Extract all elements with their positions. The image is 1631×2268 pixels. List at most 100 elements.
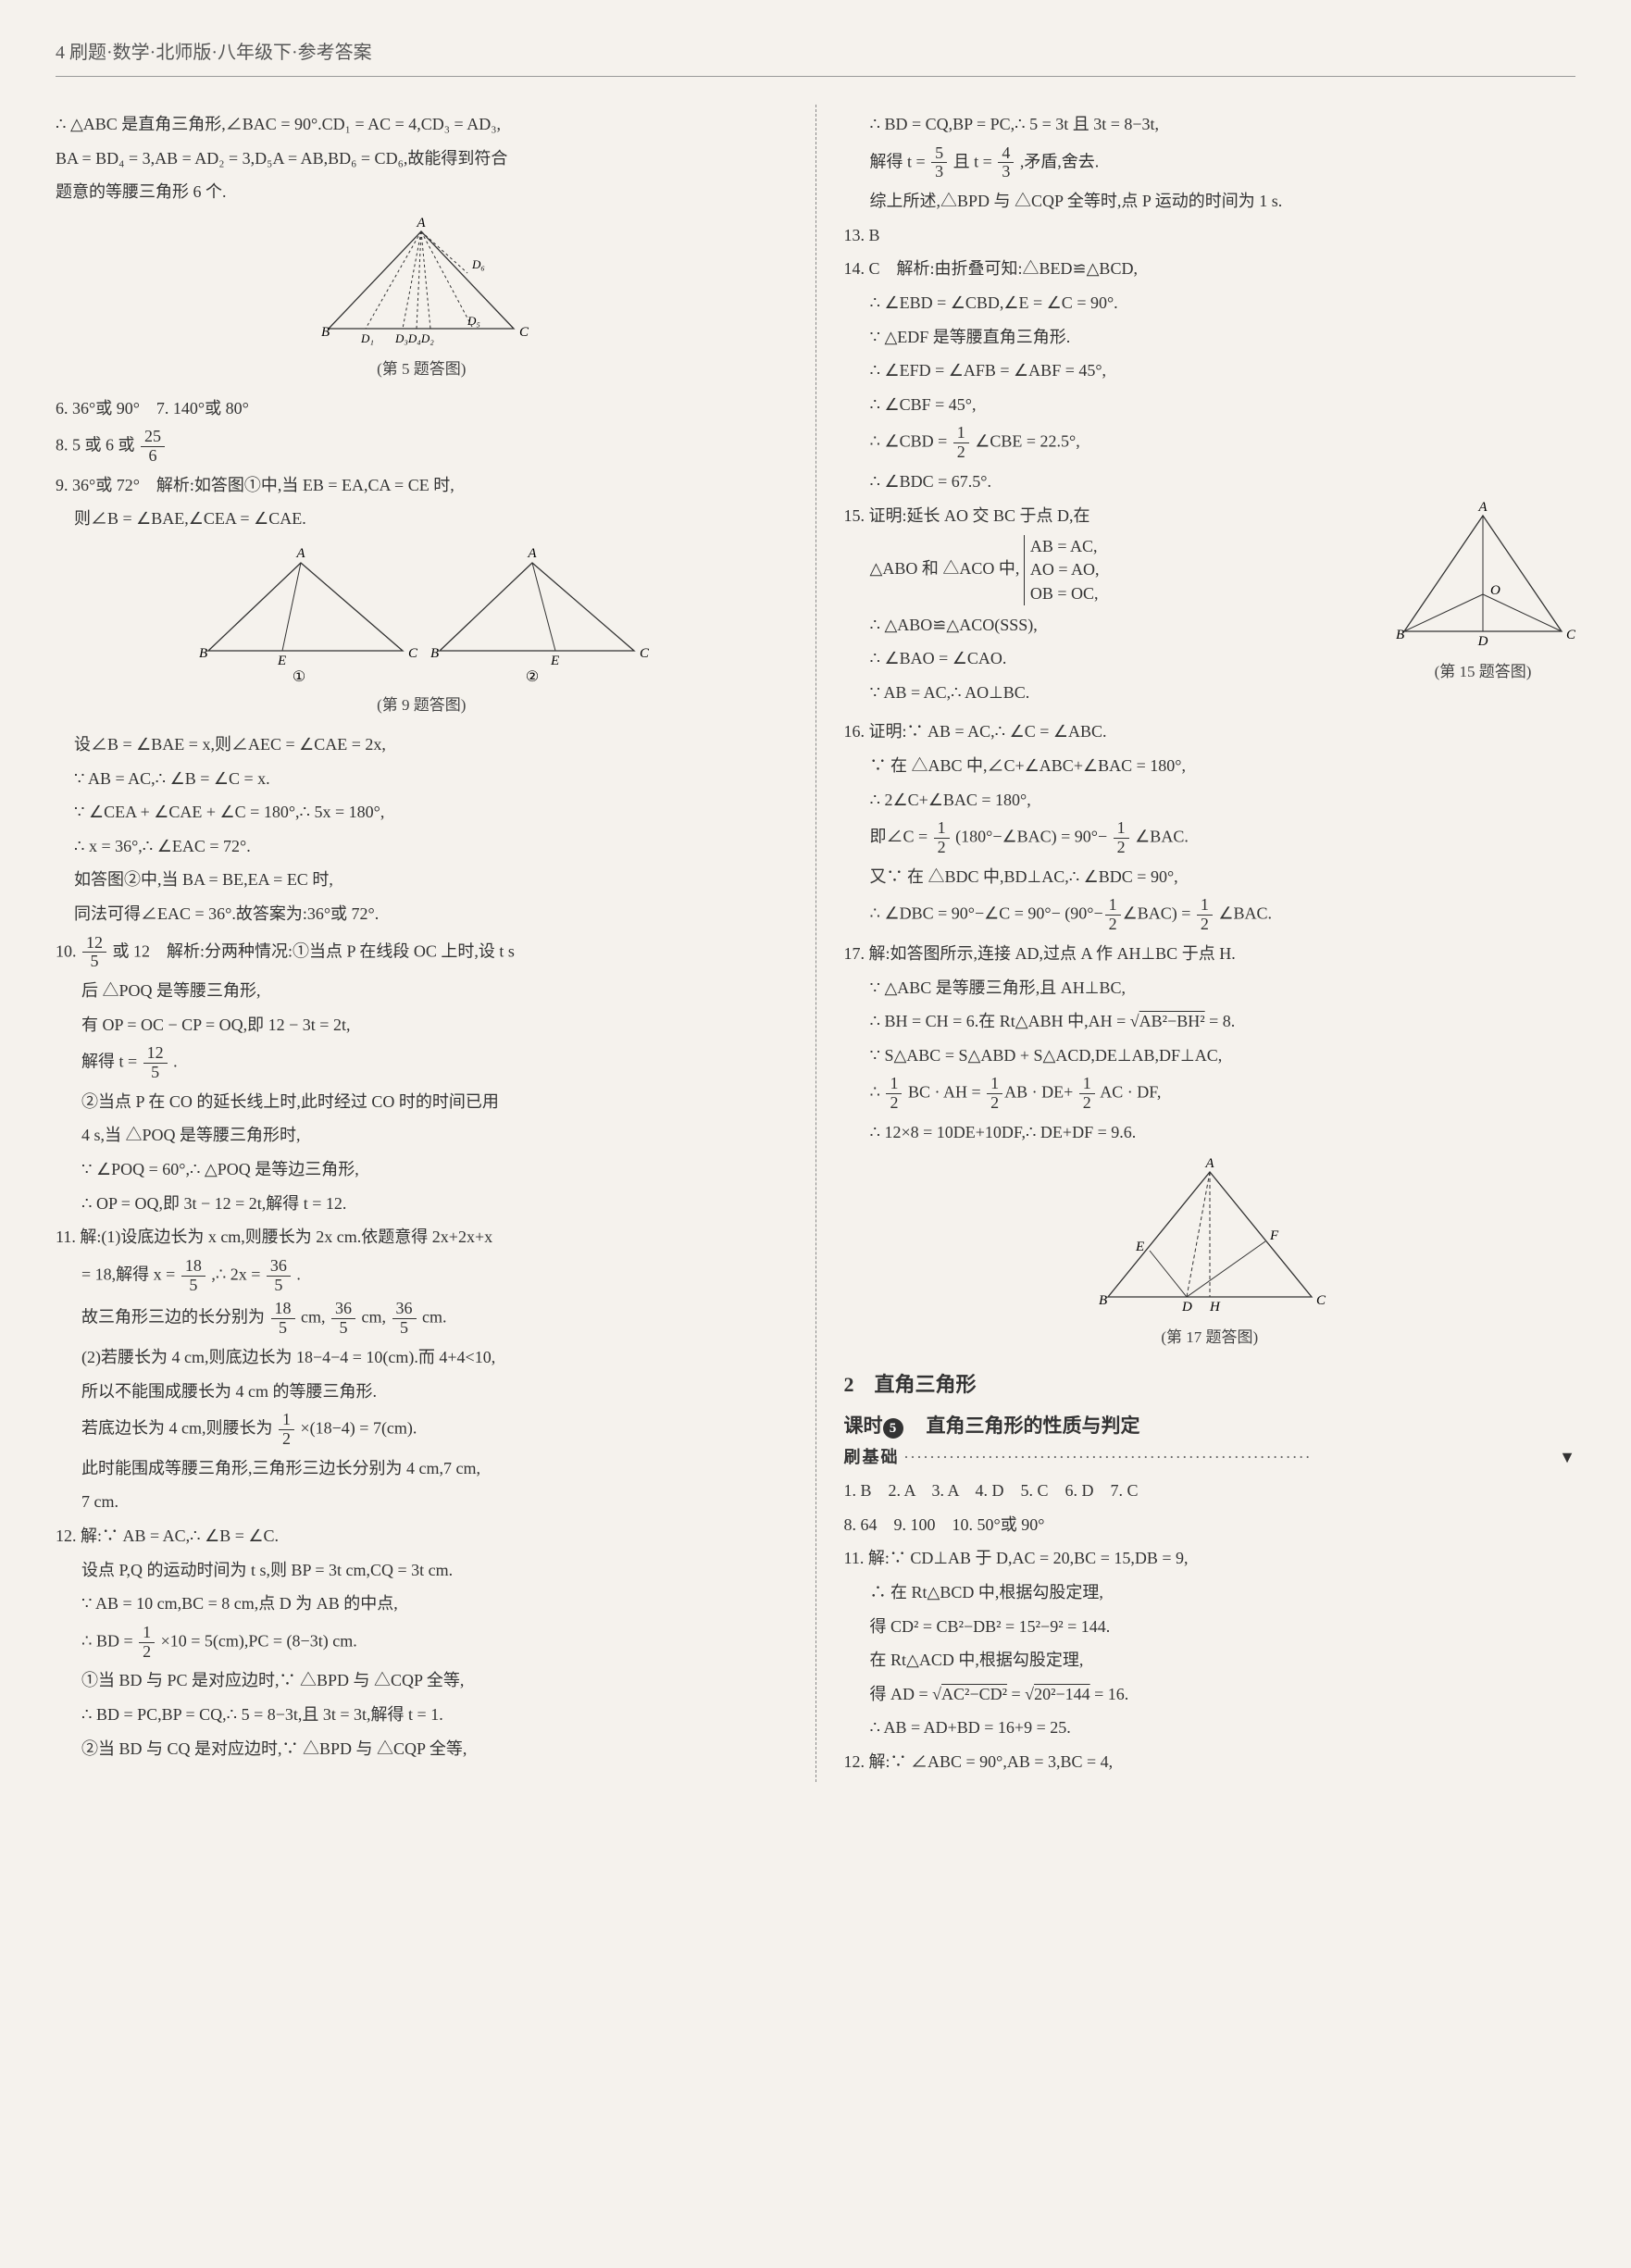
left-column: ∴ △ABC 是直角三角形,∠BAC = 90°.CD₁ = AC = 4,CD…: [56, 105, 788, 1782]
svg-text:C: C: [408, 646, 418, 661]
text: ∴ x = 36°,∴ ∠EAC = 72°.: [56, 832, 788, 861]
text: ∵ AB = AC,∴ ∠B = ∠C = x.: [56, 765, 788, 793]
basics-12: 12. 解:∵ ∠ABC = 90°,AB = 3,BC = 4,: [844, 1748, 1576, 1776]
answer-8: 8. 5 或 6 或 256: [56, 428, 788, 466]
text: 8. 5 或 6 或: [56, 436, 135, 455]
text: 此时能围成等腰三角形,三角形三边长分别为 4 cm,7 cm,: [56, 1454, 788, 1483]
svg-text:B: B: [321, 325, 330, 340]
text: ∴ 2∠C+∠BAC = 180°,: [844, 786, 1576, 815]
figure-5-caption: (第 5 题答图): [56, 356, 788, 383]
svg-text:A: A: [1204, 1158, 1214, 1171]
text: 设∠B = ∠BAE = x,则∠AEC = ∠CAE = 2x,: [56, 730, 788, 759]
text: 解得 t = 125 .: [56, 1044, 788, 1082]
text: BA = BD₄ = 3,AB = AD₂ = 3,D₅A = AB,BD₆ =…: [56, 144, 788, 173]
text: 若底边长为 4 cm,则腰长为 12 ×(18−4) = 7(cm).: [56, 1411, 788, 1449]
fraction: 125: [82, 934, 106, 972]
svg-text:E: E: [277, 654, 286, 668]
figure-17: A B C D H E F (第 17 题答图): [844, 1158, 1576, 1352]
svg-text:H: H: [1209, 1300, 1221, 1315]
question-15-block: A B C O D (第 15 题答图) 15. 证明:延长 AO 交 BC 于…: [844, 502, 1576, 713]
text: 后 △POQ 是等腰三角形,: [56, 977, 788, 1005]
text: ∴ 12×8 = 10DE+10DF,∴ DE+DF = 9.6.: [844, 1118, 1576, 1147]
text: ①当 BD 与 PC 是对应边时,∵ △BPD 与 △CQP 全等,: [56, 1666, 788, 1695]
text: 所以不能围成腰长为 4 cm 的等腰三角形.: [56, 1377, 788, 1406]
text: ∴ ∠CBF = 45°,: [844, 391, 1576, 419]
cases-bracket: AB = AC, AO = AO, OB = OC,: [1024, 535, 1100, 605]
text: 又∵ 在 △BDC 中,BD⊥AC,∴ ∠BDC = 90°,: [844, 863, 1576, 891]
answer-12: 12. 解:∵ AB = AC,∴ ∠B = ∠C.: [56, 1522, 788, 1551]
text: ∴ BD = PC,BP = CQ,∴ 5 = 8−3t,且 3t = 3t,解…: [56, 1701, 788, 1729]
answer-16: 16. 证明:∵ AB = AC,∴ ∠C = ∠ABC.: [844, 717, 1576, 746]
svg-text:C: C: [1316, 1293, 1326, 1308]
text: ∵ △EDF 是等腰直角三角形.: [844, 323, 1576, 352]
answer-11: 11. 解:(1)设底边长为 x cm,则腰长为 2x cm.依题意得 2x+2…: [56, 1223, 788, 1252]
shua-label: 刷基础: [844, 1448, 900, 1466]
answer-13: 13. B: [844, 221, 1576, 250]
svg-text:①: ①: [293, 669, 305, 685]
svg-text:D: D: [1477, 634, 1488, 649]
text: ∵ △ABC 是等腰三角形,且 AH⊥BC,: [844, 974, 1576, 1003]
svg-text:C: C: [519, 325, 529, 340]
figure-9-caption: (第 9 题答图): [56, 692, 788, 719]
svg-text:O: O: [1490, 583, 1500, 598]
figure-9: A B C E ① A B C E ② (第 9 题答图): [56, 544, 788, 719]
svg-text:C: C: [640, 646, 650, 661]
svg-text:D₆: D₆: [471, 257, 485, 271]
text: ∵ 在 △ABC 中,∠C+∠ABC+∠BAC = 180°,: [844, 752, 1576, 780]
text: 即∠C = 12 (180°−∠BAC) = 90°− 12 ∠BAC.: [844, 819, 1576, 857]
fraction: 256: [141, 428, 165, 466]
text: 有 OP = OC − CP = OQ,即 12 − 3t = 2t,: [56, 1011, 788, 1040]
text: 得 AD = √AC²−CD² = √20²−144 = 16.: [844, 1680, 1576, 1709]
text: ∴ △ABC 是直角三角形,∠BAC = 90°.CD₁ = AC = 4,CD…: [56, 110, 788, 139]
text: 则∠B = ∠BAE,∠CEA = ∠CAE.: [56, 505, 788, 533]
figure-15: A B C O D (第 15 题答图): [1390, 502, 1575, 686]
page-header: 4 刷题·数学·北师版·八年级下·参考答案: [56, 37, 1575, 77]
shua-basics-row: 刷基础 ▼: [844, 1443, 1576, 1472]
figure-15-caption: (第 15 题答图): [1390, 659, 1575, 686]
right-column: ∴ BD = CQ,BP = PC,∴ 5 = 3t 且 3t = 8−3t, …: [816, 105, 1576, 1782]
svg-text:B: B: [430, 646, 439, 661]
text: 题意的等腰三角形 6 个.: [56, 178, 788, 206]
text: 设点 P,Q 的运动时间为 t s,则 BP = 3t cm,CQ = 3t c…: [56, 1556, 788, 1585]
text: 在 Rt△ACD 中,根据勾股定理,: [844, 1646, 1576, 1675]
answer-17: 17. 解:如答图所示,连接 AD,过点 A 作 AH⊥BC 于点 H.: [844, 940, 1576, 968]
fraction: 125: [143, 1044, 168, 1082]
lesson-5-title: 课时5 直角三角形的性质与判定: [844, 1410, 1576, 1443]
svg-text:F: F: [1269, 1228, 1279, 1243]
svg-text:E: E: [1135, 1240, 1144, 1254]
svg-text:A: A: [296, 546, 306, 561]
svg-text:B: B: [1396, 628, 1404, 642]
text: ∵ AB = 10 cm,BC = 8 cm,点 D 为 AB 的中点,: [56, 1589, 788, 1618]
svg-text:D₅: D₅: [467, 314, 480, 328]
text: 解得 t = 53 且 t = 43 ,矛盾,舍去.: [844, 144, 1576, 182]
basics-answers-2: 8. 64 9. 100 10. 50°或 90°: [844, 1511, 1576, 1539]
text: 故三角形三边的长分别为 185 cm, 365 cm, 365 cm.: [56, 1300, 788, 1338]
text: ∴ OP = OQ,即 3t − 12 = 2t,解得 t = 12.: [56, 1190, 788, 1218]
svg-text:A: A: [1477, 502, 1488, 515]
page-num: 4: [56, 43, 65, 63]
figure-5: A B C D₁ D₃D₄D₂ D₅ D₆ (第 5 题答图): [56, 218, 788, 383]
basics-answers-1: 1. B 2. A 3. A 4. D 5. C 6. D 7. C: [844, 1477, 1576, 1505]
lesson-number-badge: 5: [883, 1418, 903, 1439]
text: 综上所述,△BPD 与 △CQP 全等时,点 P 运动的时间为 1 s.: [844, 187, 1576, 216]
text: ∴ ∠BDC = 67.5°.: [844, 467, 1576, 496]
text: ②当点 P 在 CO 的延长线上时,此时经过 CO 时的时间已用: [56, 1088, 788, 1116]
content-columns: ∴ △ABC 是直角三角形,∠BAC = 90°.CD₁ = AC = 4,CD…: [56, 105, 1575, 1782]
text: ∴ ∠EFD = ∠AFB = ∠ABF = 45°,: [844, 356, 1576, 385]
svg-text:A: A: [417, 218, 427, 231]
svg-text:A: A: [528, 546, 538, 561]
answer-10: 10. 125 或 12 解析:分两种情况:①当点 P 在线段 OC 上时,设 …: [56, 934, 788, 972]
answer-14: 14. C 解析:由折叠可知:△BED≌△BCD,: [844, 255, 1576, 283]
text: ∵ S△ABC = S△ABD + S△ACD,DE⊥AB,DF⊥AC,: [844, 1041, 1576, 1070]
text: 10.: [56, 941, 81, 960]
text: 得 CD² = CB²−DB² = 15²−9² = 144.: [844, 1613, 1576, 1641]
text: = 18,解得 x = 185 ,∴ 2x = 365 .: [56, 1257, 788, 1295]
text: ②当 BD 与 CQ 是对应边时,∵ △BPD 与 △CQP 全等,: [56, 1735, 788, 1763]
page-title: 刷题·数学·北师版·八年级下·参考答案: [69, 43, 372, 63]
svg-text:D: D: [1181, 1300, 1192, 1315]
text: 如答图②中,当 BA = BE,EA = EC 时,: [56, 866, 788, 894]
text: ∴ ∠EBD = ∠CBD,∠E = ∠C = 90°.: [844, 289, 1576, 318]
figure-17-caption: (第 17 题答图): [844, 1325, 1576, 1352]
svg-text:B: B: [1099, 1293, 1107, 1308]
svg-text:D₃D₄D₂: D₃D₄D₂: [394, 331, 434, 345]
